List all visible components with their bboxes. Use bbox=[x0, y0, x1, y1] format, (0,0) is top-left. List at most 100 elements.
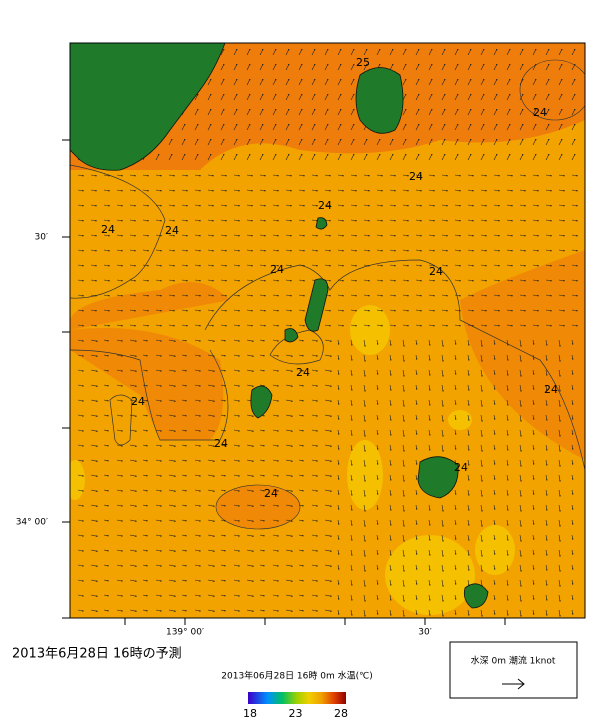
arrow-head bbox=[186, 325, 188, 327]
arrow-head bbox=[238, 355, 240, 357]
arrow-head bbox=[470, 123, 472, 126]
arrow-head bbox=[420, 205, 422, 207]
arrow-head bbox=[379, 63, 381, 66]
arrow bbox=[454, 109, 458, 116]
arrow bbox=[311, 204, 317, 207]
arrow bbox=[285, 579, 292, 582]
arrow-head bbox=[429, 554, 431, 556]
arrow bbox=[311, 79, 315, 86]
arrow bbox=[194, 124, 198, 131]
arrow-head bbox=[481, 435, 483, 437]
arrow-head bbox=[199, 505, 201, 507]
arrow bbox=[272, 429, 278, 432]
arrow bbox=[389, 339, 392, 345]
arrow bbox=[571, 249, 577, 252]
arrow-head bbox=[524, 265, 526, 267]
arrow bbox=[168, 354, 175, 357]
arrow bbox=[519, 109, 523, 116]
arrow-head bbox=[342, 205, 344, 207]
arrow-head bbox=[199, 610, 201, 612]
arrow bbox=[194, 369, 200, 372]
arrow bbox=[77, 474, 83, 477]
arrow bbox=[181, 279, 187, 282]
arrow-head bbox=[485, 325, 487, 327]
arrow bbox=[402, 309, 408, 312]
arrow-head bbox=[574, 78, 576, 81]
arrow-head bbox=[355, 295, 357, 297]
arrow-head bbox=[524, 310, 526, 312]
arrow bbox=[454, 234, 460, 237]
arrow bbox=[103, 174, 109, 177]
arrow bbox=[194, 549, 200, 552]
arrow bbox=[428, 549, 431, 555]
arrow-head bbox=[277, 505, 279, 507]
arrow bbox=[90, 504, 97, 507]
arrow-head bbox=[173, 190, 175, 192]
arrow-head bbox=[493, 493, 496, 495]
arrow-head bbox=[390, 359, 392, 361]
arrow bbox=[116, 579, 122, 582]
arrow bbox=[259, 64, 263, 71]
arrow-head bbox=[571, 388, 574, 390]
arrow-head bbox=[174, 580, 176, 582]
arrow-head bbox=[390, 569, 392, 571]
arrow bbox=[311, 49, 315, 56]
arrow-head bbox=[537, 295, 539, 297]
arrow bbox=[129, 399, 136, 402]
arrow bbox=[129, 189, 135, 192]
arrow bbox=[545, 154, 549, 161]
arrow-head bbox=[249, 48, 251, 51]
arrow bbox=[467, 234, 473, 237]
arrow-head bbox=[327, 153, 329, 156]
arrow bbox=[545, 414, 548, 420]
arrow-head bbox=[174, 445, 176, 447]
arrow bbox=[558, 294, 564, 297]
arrow bbox=[428, 339, 431, 345]
arrow-head bbox=[405, 63, 407, 66]
arrow bbox=[428, 384, 431, 390]
arrow-head bbox=[263, 520, 265, 522]
arrow-head bbox=[316, 475, 318, 477]
arrow bbox=[116, 519, 122, 522]
arrow-head bbox=[498, 310, 500, 312]
arrow-head bbox=[146, 460, 148, 462]
arrow bbox=[103, 189, 109, 192]
arrow bbox=[350, 204, 356, 207]
arrow bbox=[324, 594, 331, 597]
arrow-head bbox=[433, 175, 435, 177]
arrow bbox=[519, 564, 522, 571]
arrow bbox=[272, 124, 276, 131]
arrow-head bbox=[537, 325, 539, 327]
arrow bbox=[233, 139, 237, 146]
arrow-head bbox=[559, 405, 561, 407]
arrow bbox=[324, 549, 331, 552]
arrow bbox=[272, 579, 278, 582]
arrow-head bbox=[330, 445, 332, 447]
arrow bbox=[207, 354, 214, 357]
arrow bbox=[207, 564, 214, 567]
arrow bbox=[90, 474, 97, 477]
arrow bbox=[532, 49, 536, 56]
arrow-head bbox=[442, 435, 444, 437]
arrow bbox=[233, 384, 239, 387]
arrow bbox=[480, 294, 486, 297]
arrow bbox=[558, 204, 564, 207]
arrow-head bbox=[485, 310, 487, 312]
arrow-head bbox=[364, 495, 366, 497]
arrow-head bbox=[550, 250, 552, 252]
arrow bbox=[259, 324, 265, 327]
arrow bbox=[285, 414, 292, 417]
arrow bbox=[220, 324, 226, 327]
arrow-head bbox=[146, 340, 148, 342]
arrow bbox=[467, 139, 471, 146]
arrow bbox=[415, 174, 421, 177]
arrow bbox=[129, 354, 136, 357]
arrow-head bbox=[264, 205, 266, 207]
arrow-head bbox=[290, 220, 292, 222]
arrow-head bbox=[108, 175, 110, 177]
arrow-head bbox=[314, 93, 316, 96]
arrow-head bbox=[121, 460, 123, 462]
arrow-head bbox=[520, 600, 522, 602]
arrow bbox=[389, 504, 392, 510]
